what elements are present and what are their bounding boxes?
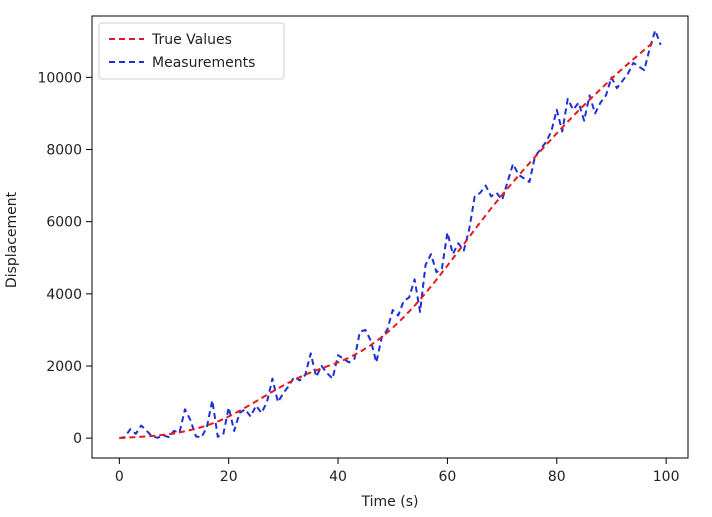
x-tick-label: 40 <box>329 469 347 485</box>
legend: True Values Measurements <box>98 22 285 80</box>
measurements-series-line <box>119 29 662 440</box>
y-axis-label: Displacement <box>4 191 20 288</box>
legend-label-true-values: True Values <box>151 32 232 48</box>
plot-area-frame <box>91 15 689 459</box>
true-values-series-line <box>119 39 656 440</box>
legend-label-measurements: Measurements <box>152 55 255 71</box>
x-tick-label: 100 <box>653 469 680 485</box>
x-tick-label: 60 <box>438 469 456 485</box>
chart-series-group <box>119 29 662 440</box>
x-axis-ticks: 0 20 40 60 80 100 <box>115 458 680 485</box>
y-tick-label: 6000 <box>46 215 82 231</box>
y-tick-label: 0 <box>73 431 82 447</box>
y-tick-label: 8000 <box>46 143 82 159</box>
y-tick-label: 10000 <box>37 70 82 86</box>
y-tick-label: 2000 <box>46 359 82 375</box>
y-axis-ticks: 0 2000 4000 6000 8000 10000 <box>37 70 92 447</box>
x-tick-label: 0 <box>115 469 124 485</box>
x-tick-label: 20 <box>220 469 238 485</box>
y-tick-label: 4000 <box>46 287 82 303</box>
legend-box <box>98 22 285 80</box>
x-axis-label: Time (s) <box>361 494 419 510</box>
x-tick-label: 80 <box>548 469 566 485</box>
